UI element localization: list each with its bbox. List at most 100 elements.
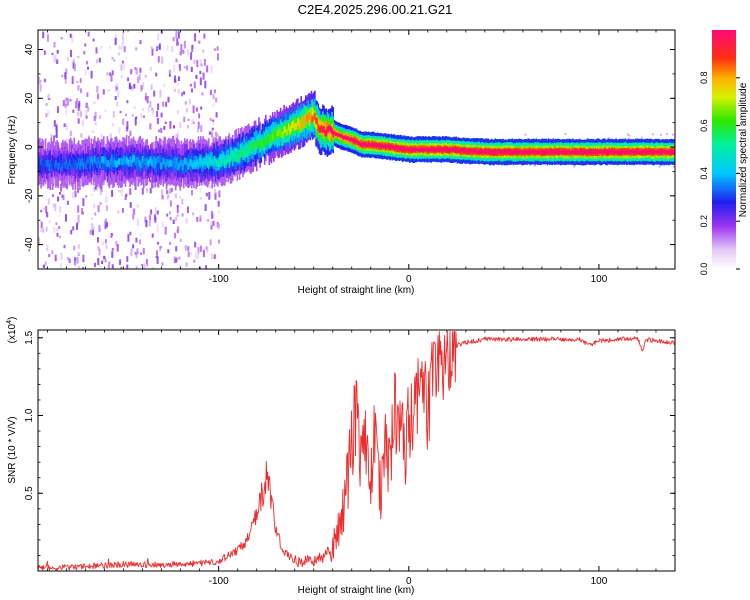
ridge-cell — [148, 158, 151, 166]
ridge-cell — [501, 149, 503, 154]
ridge-cell — [591, 150, 593, 155]
noise-speckle — [46, 244, 49, 252]
ridge-cell — [638, 150, 640, 155]
ridge-cell — [193, 160, 195, 167]
ridge-cell — [658, 149, 661, 154]
ridge-cell — [270, 133, 273, 141]
noise-speckle — [149, 66, 152, 71]
ridge-cell — [670, 150, 672, 155]
ridge-cell — [150, 159, 153, 166]
noise-speckle — [127, 77, 130, 82]
ridge-cell — [101, 156, 104, 170]
ridge-cell — [472, 149, 475, 153]
ridge-cell — [241, 142, 243, 156]
ridge-cell — [77, 158, 80, 165]
ridge-cell — [214, 158, 217, 166]
noise-speckle — [74, 257, 77, 261]
ridge-cell — [165, 160, 168, 167]
noise-speckle — [91, 223, 94, 231]
noise-speckle — [77, 214, 80, 223]
noise-speckle — [69, 33, 72, 38]
ridge-cell — [143, 156, 145, 164]
ridge-cell — [160, 162, 162, 170]
noise-speckle — [175, 30, 178, 39]
ridge-cell — [273, 131, 275, 138]
ridge-cell — [234, 154, 236, 161]
ridge-cell — [235, 147, 237, 162]
noise-speckle — [103, 255, 106, 260]
ridge-cell — [535, 150, 537, 154]
noise-speckle — [167, 249, 170, 254]
noise-speckle — [97, 93, 100, 100]
noise-speckle — [60, 263, 62, 269]
noise-speckle — [59, 206, 62, 213]
ridge-cell — [263, 132, 266, 146]
ridge-cell — [283, 127, 285, 141]
ridge-cell — [493, 149, 495, 154]
ridge-cell — [320, 125, 323, 132]
noise-speckle — [135, 254, 138, 259]
ridge-cell — [56, 161, 58, 169]
colorbar-tick-label: 0.2 — [699, 215, 709, 228]
ridge-cell — [597, 149, 599, 154]
ridge-cell — [230, 151, 233, 159]
noise-speckle — [155, 72, 158, 77]
ridge-cell — [261, 139, 264, 147]
ridge-cell — [379, 143, 381, 148]
ridge-cell — [335, 132, 338, 136]
ridge-cell — [198, 157, 201, 164]
ridge-cell — [456, 148, 459, 153]
noise-speckle — [179, 51, 182, 56]
ridge-cell — [319, 126, 322, 133]
ridge-cell — [350, 137, 353, 142]
noise-speckle — [96, 59, 99, 63]
noise-speckle — [98, 57, 101, 63]
ridge-cell — [245, 142, 248, 156]
noise-speckle — [89, 229, 92, 235]
noise-speckle — [188, 98, 191, 105]
ridge-cell — [544, 150, 547, 155]
ridge-cell — [43, 159, 46, 166]
ridge-cell — [52, 163, 55, 171]
ridge-cell — [73, 162, 75, 169]
noise-speckle — [81, 207, 84, 215]
ridge-cell — [634, 149, 637, 154]
ridge-cell — [462, 148, 464, 153]
noise-speckle — [40, 221, 43, 229]
noise-speckle — [524, 133, 527, 136]
ridge-cell — [87, 156, 89, 164]
noise-speckle — [213, 135, 216, 142]
noise-speckle — [111, 264, 114, 269]
noise-speckle — [145, 220, 148, 228]
ridge-cell — [399, 146, 402, 151]
spectrogram-y-tick-label: 0 — [24, 144, 35, 150]
noise-speckle — [64, 72, 67, 78]
ridge-cell — [67, 162, 70, 170]
ridge-cell — [546, 149, 549, 154]
ridge-cell — [516, 150, 518, 155]
ridge-cell — [205, 158, 208, 165]
noise-speckle — [66, 200, 69, 205]
ridge-cell — [40, 161, 42, 175]
noise-speckle — [191, 119, 194, 125]
noise-speckle — [69, 99, 72, 102]
noise-speckle — [216, 133, 219, 137]
ridge-cell — [111, 157, 113, 171]
ridge-cell — [394, 146, 396, 150]
noise-speckle — [122, 60, 124, 64]
ridge-cell — [582, 150, 584, 154]
noise-speckle — [169, 211, 171, 215]
ridge-cell — [608, 150, 610, 154]
noise-speckle — [86, 61, 88, 65]
ridge-cell — [172, 159, 175, 173]
ridge-cell — [395, 145, 397, 149]
ridge-cell — [457, 149, 460, 153]
ridge-cell — [107, 160, 110, 167]
noise-speckle — [143, 263, 146, 269]
noise-speckle — [78, 265, 81, 269]
noise-speckle — [106, 72, 109, 76]
noise-speckle — [208, 191, 211, 200]
ridge-cell — [332, 130, 334, 138]
noise-speckle — [45, 113, 48, 118]
